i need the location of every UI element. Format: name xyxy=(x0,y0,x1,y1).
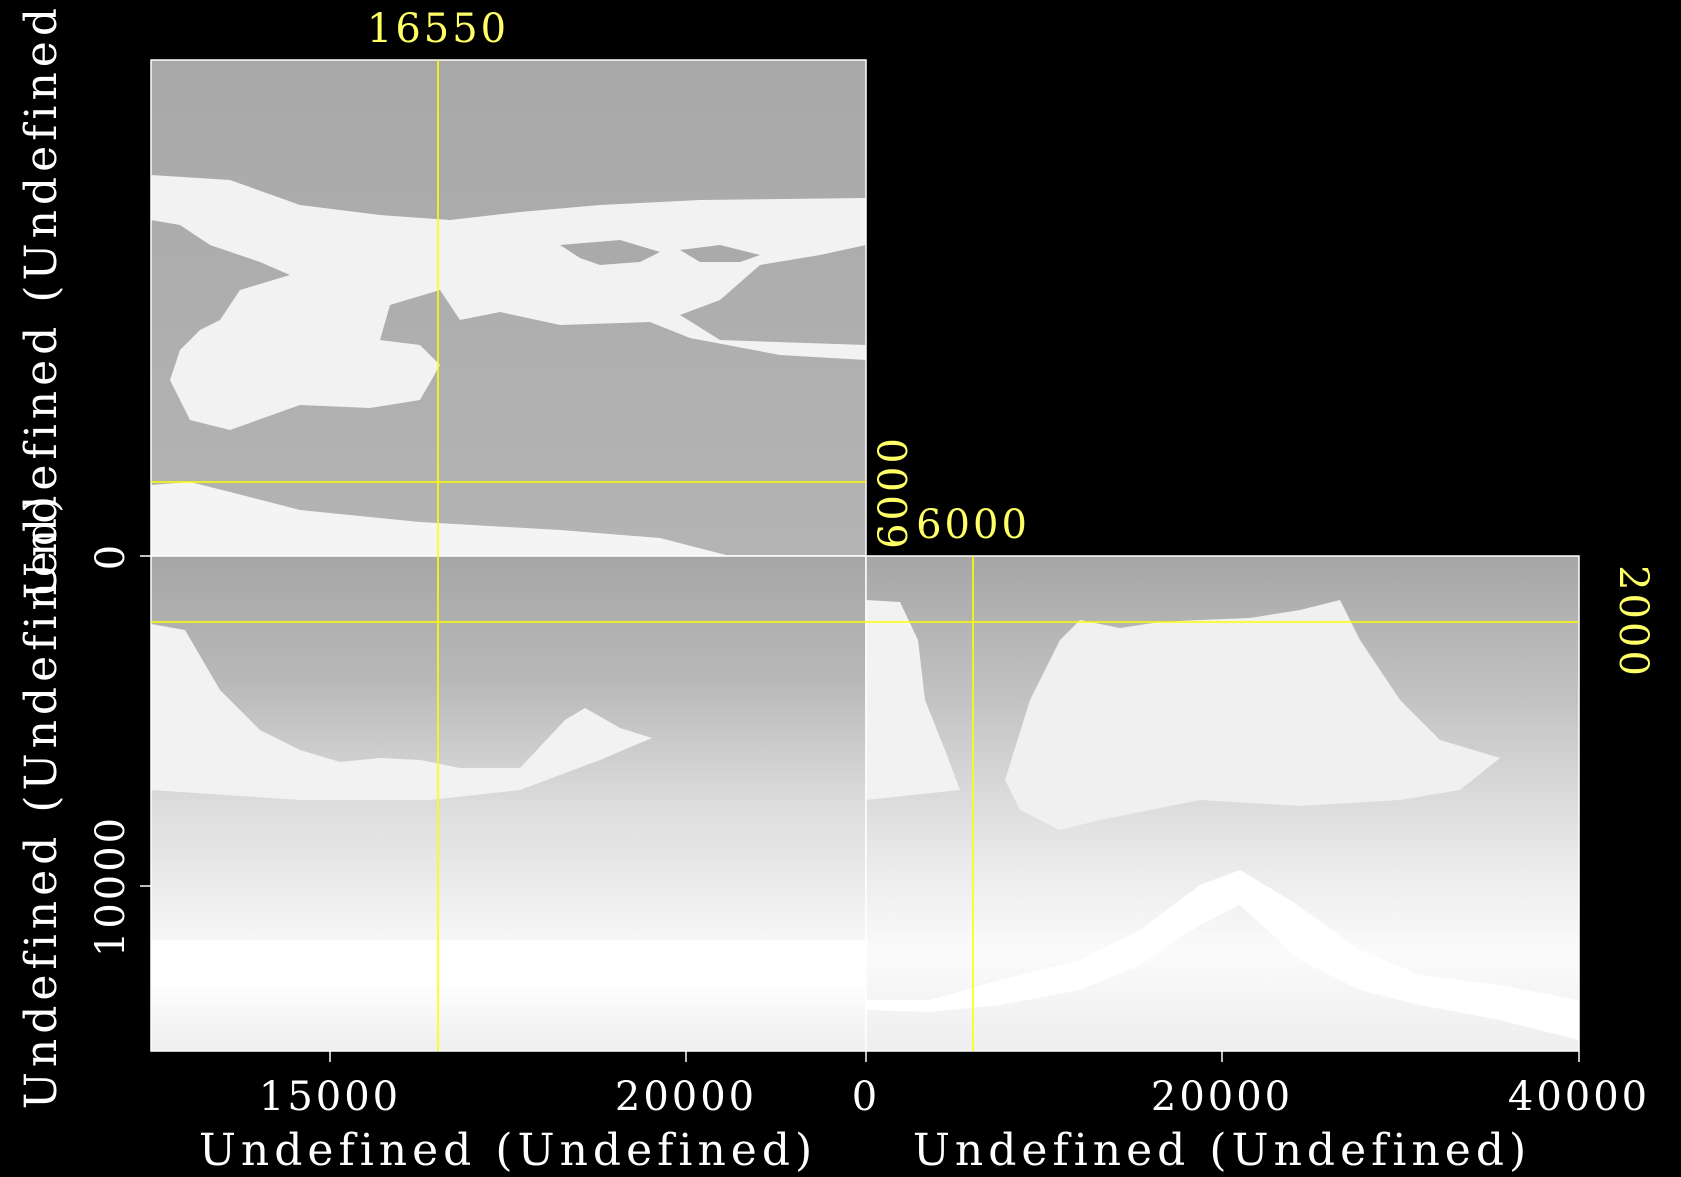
tick-label-y-10000: 10000 xyxy=(88,815,134,957)
front-panel xyxy=(150,555,867,1052)
crosshairs xyxy=(151,60,1579,1051)
axis-title-left-upper: Undefined (Undefined) xyxy=(16,0,67,599)
crosshair-label-top-right-vertical: 6000 xyxy=(871,435,917,549)
tick-label-x-40000: 40000 xyxy=(1508,1074,1650,1120)
tick-label-x-0: 0 xyxy=(852,1074,880,1120)
crosshair-label-side-right-vertical: 2000 xyxy=(1610,565,1656,679)
tick-label-x-20000: 20000 xyxy=(615,1074,757,1120)
tick-label-y-0: 0 xyxy=(88,542,134,570)
axis-title-bottom-left: Undefined (Undefined) xyxy=(199,1125,817,1176)
top-panel xyxy=(150,59,867,557)
tick-label-x-20000-right: 20000 xyxy=(1151,1074,1293,1120)
top-panel-bright-lower xyxy=(151,482,730,556)
crosshair-label-side-top: 6000 xyxy=(916,502,1030,548)
side-panel xyxy=(865,555,1580,1052)
front-panel-band xyxy=(151,940,866,985)
tick-label-x-15000: 15000 xyxy=(259,1074,401,1120)
axis-title-left-lower: Undefined (Undefined) xyxy=(16,491,67,1109)
crosshair-label-top: 16550 xyxy=(367,6,509,52)
top-panel-dark-inset-1 xyxy=(560,240,660,265)
tick-labels: 15000 20000 0 20000 40000 0 10000 xyxy=(88,542,1650,1120)
tick-marks xyxy=(140,555,1580,1062)
side-panel-white-arch xyxy=(866,870,1579,1040)
top-panel-dark-inset-2 xyxy=(680,245,760,262)
crosshair-labels: 16550 6000 6000 2000 xyxy=(367,6,1656,679)
front-panel-bright-wedge xyxy=(151,624,652,800)
side-panel-bright-dome xyxy=(1005,600,1500,830)
top-panel-bright-body xyxy=(151,175,866,430)
axis-titles: Undefined (Undefined) Undefined (Undefin… xyxy=(16,0,1531,1176)
side-panel-bright-left xyxy=(866,600,960,800)
axis-title-bottom-right: Undefined (Undefined) xyxy=(913,1125,1531,1176)
